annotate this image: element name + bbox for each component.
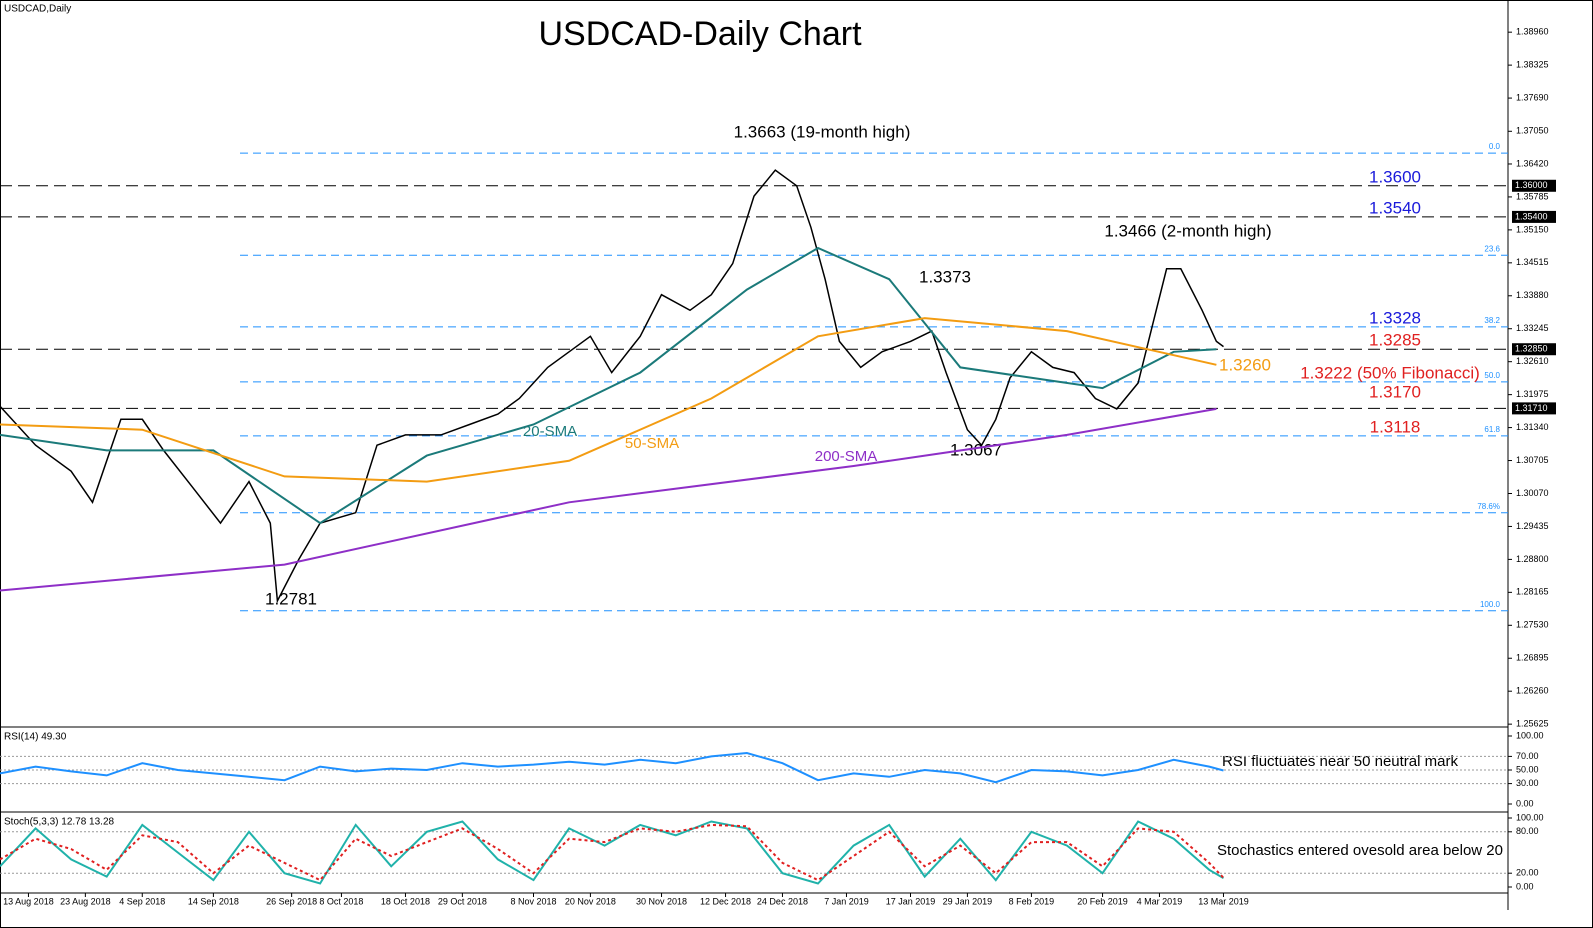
x-tick-label: 8 Feb 2019 <box>1009 896 1055 906</box>
price-tag <box>1512 402 1556 415</box>
level-label: 1.3118 <box>1370 417 1421 436</box>
y-tick-label: 1.32610 <box>1516 356 1549 366</box>
x-tick-label: 23 Aug 2018 <box>60 896 111 906</box>
price-tag <box>1512 179 1556 192</box>
y-tick-label: 80.00 <box>1516 826 1539 836</box>
price-annotation: 1.3373 <box>919 267 971 286</box>
symbol-label: USDCAD,Daily <box>4 4 71 15</box>
series-name: 50-SMA <box>625 435 679 452</box>
series-line <box>0 751 1224 784</box>
y-tick-label: 0.00 <box>1516 881 1534 891</box>
y-tick-label: 100.00 <box>1516 812 1544 822</box>
price-tag-label: 1.35400 <box>1515 211 1548 221</box>
series-name: 200-SMA <box>815 448 878 465</box>
fib-label: 38.2 <box>1484 316 1500 325</box>
y-tick-label: 1.37050 <box>1516 126 1549 136</box>
rsi-label: RSI(14) 49.30 <box>4 732 67 743</box>
x-tick-label: 7 Jan 2019 <box>824 896 869 906</box>
y-tick-label: 50.00 <box>1516 764 1539 774</box>
stoch-label: Stoch(5,3,3) 12.78 13.28 <box>4 817 115 828</box>
x-tick-label: 8 Oct 2018 <box>319 896 363 906</box>
y-tick-label: 1.28800 <box>1516 554 1549 564</box>
y-tick-label: 1.28165 <box>1516 587 1549 597</box>
series-line <box>0 169 1224 604</box>
level-label: 1.3260 <box>1219 356 1271 375</box>
fib-label: 23.6 <box>1484 244 1500 253</box>
price-tag-label: 1.36000 <box>1515 180 1548 190</box>
x-tick-label: 17 Jan 2019 <box>886 896 936 906</box>
x-tick-label: 14 Sep 2018 <box>188 896 239 906</box>
stoch-annotation: Stochastics entered ovesold area below 2… <box>1217 842 1503 859</box>
y-tick-label: 1.29435 <box>1516 521 1549 531</box>
level-label: 1.3170 <box>1369 382 1421 401</box>
level-label: 1.3222 (50% Fibonacci) <box>1300 363 1480 382</box>
y-tick-label: 1.35785 <box>1516 191 1549 201</box>
fib-label: 0.0 <box>1489 142 1501 151</box>
price-annotation: 1.3067 <box>950 440 1002 459</box>
series-line <box>0 246 1217 525</box>
y-tick-label: 70.00 <box>1516 751 1539 761</box>
y-tick-label: 20.00 <box>1516 868 1539 878</box>
y-tick-label: 1.37690 <box>1516 92 1549 102</box>
rsi-annotation: RSI fluctuates near 50 neutral mark <box>1222 753 1458 770</box>
y-tick-label: 1.34515 <box>1516 257 1549 267</box>
y-tick-label: 1.38960 <box>1516 27 1549 37</box>
x-tick-label: 26 Sep 2018 <box>266 896 317 906</box>
y-tick-label: 1.27530 <box>1516 620 1549 630</box>
y-tick-label: 1.33880 <box>1516 290 1549 300</box>
series-line <box>0 407 1217 592</box>
x-tick-label: 29 Oct 2018 <box>438 896 487 906</box>
fib-label: 50.0 <box>1484 371 1500 380</box>
x-tick-label: 18 Oct 2018 <box>381 896 430 906</box>
level-label: 1.3600 <box>1369 167 1421 186</box>
price-annotation: 1.3663 (19-month high) <box>734 122 911 141</box>
price-annotation: 1.2781 <box>265 589 317 608</box>
y-tick-label: 1.38325 <box>1516 59 1549 69</box>
chart-title: USDCAD-Daily Chart <box>538 15 862 53</box>
level-label: 1.3285 <box>1369 331 1421 350</box>
price-tag <box>1512 343 1556 356</box>
price-annotation: 1.3466 (2-month high) <box>1104 221 1271 240</box>
y-tick-label: 30.00 <box>1516 778 1539 788</box>
y-tick-label: 1.36420 <box>1516 158 1549 168</box>
y-tick-label: 1.31340 <box>1516 422 1549 432</box>
fib-label: 78.6% <box>1477 502 1500 511</box>
x-tick-label: 8 Nov 2018 <box>510 896 556 906</box>
series-name: 20-SMA <box>523 423 577 440</box>
price-tag-label: 1.31710 <box>1515 403 1548 413</box>
x-tick-label: 30 Nov 2018 <box>636 896 687 906</box>
x-tick-label: 4 Mar 2019 <box>1137 896 1183 906</box>
price-tag <box>1512 210 1556 223</box>
x-tick-label: 4 Sep 2018 <box>119 896 165 906</box>
y-tick-label: 0.00 <box>1516 798 1534 808</box>
level-label: 1.3328 <box>1369 308 1421 327</box>
y-tick-label: 100.00 <box>1516 730 1544 740</box>
level-label: 1.3540 <box>1369 198 1421 217</box>
x-tick-label: 13 Mar 2019 <box>1198 896 1249 906</box>
y-tick-label: 1.33245 <box>1516 323 1549 333</box>
fib-label: 61.8 <box>1484 425 1500 434</box>
series-line <box>0 317 1217 483</box>
y-tick-label: 1.26895 <box>1516 653 1549 663</box>
series-line <box>0 820 1225 885</box>
price-tag-label: 1.32850 <box>1515 344 1548 354</box>
y-tick-label: 1.30705 <box>1516 455 1549 465</box>
y-tick-label: 1.25625 <box>1516 719 1549 729</box>
x-tick-label: 12 Dec 2018 <box>700 896 751 906</box>
y-tick-label: 1.35150 <box>1516 224 1549 234</box>
x-tick-label: 29 Jan 2019 <box>943 896 993 906</box>
x-tick-label: 20 Feb 2019 <box>1077 896 1128 906</box>
x-tick-label: 20 Nov 2018 <box>565 896 616 906</box>
x-tick-label: 13 Aug 2018 <box>3 896 54 906</box>
y-tick-label: 1.31975 <box>1516 389 1549 399</box>
fib-label: 100.0 <box>1480 600 1501 609</box>
y-tick-label: 1.30070 <box>1516 488 1549 498</box>
x-tick-label: 24 Dec 2018 <box>757 896 808 906</box>
y-tick-label: 1.26260 <box>1516 686 1549 696</box>
